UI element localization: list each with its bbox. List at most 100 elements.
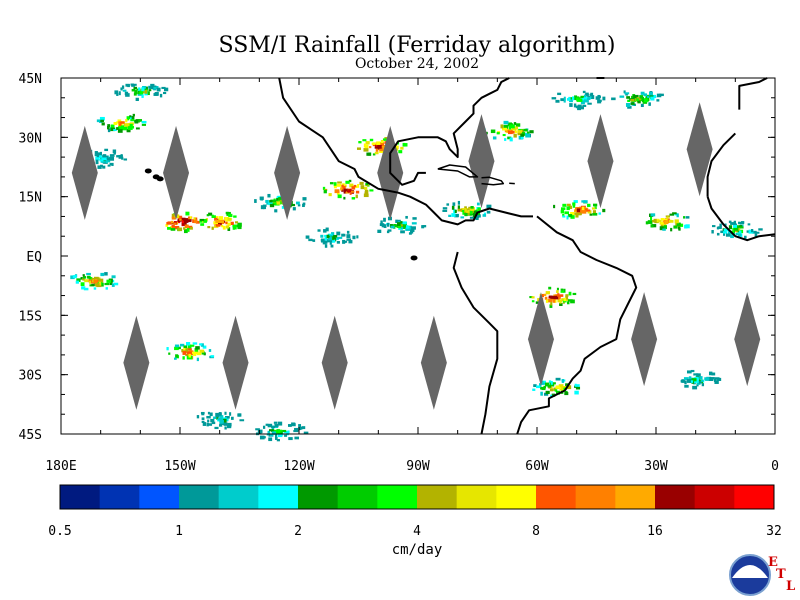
rain-area-19 [551, 90, 606, 111]
colorbar-cell-0 [60, 485, 101, 509]
colorbar-cell-16 [694, 485, 735, 509]
colorbar-cell-4 [218, 485, 259, 509]
rain-area-6 [96, 113, 147, 133]
colorbar-cell-17 [734, 485, 775, 509]
colorbar-tick-label-3: 4 [413, 524, 421, 539]
colorbar-cell-7 [337, 485, 378, 509]
rain-area-9 [645, 212, 690, 232]
colorbar-cell-14 [615, 485, 656, 509]
rain-area-8 [479, 120, 534, 142]
colorbar-tick-label-5: 16 [647, 524, 663, 539]
coastline-4 [706, 196, 776, 242]
rain-area-18 [196, 411, 245, 430]
small-island-3 [410, 255, 418, 261]
lat-label-2: 15N [19, 191, 42, 206]
coastline-3 [516, 215, 638, 435]
colorbar-cell-10 [456, 485, 497, 509]
island-1 [481, 176, 505, 186]
rain-area-7 [166, 342, 215, 362]
swath-gap-13 [734, 292, 761, 387]
rain-area-4 [529, 286, 577, 308]
map-frame [60, 77, 776, 442]
colorbar-tick-label-1: 1 [175, 524, 183, 539]
swath-gap-7 [123, 315, 150, 410]
lon-label-0: 180E [45, 459, 76, 474]
swath-gap-9 [321, 315, 348, 410]
colorbar-cell-12 [536, 485, 577, 509]
map-title: SSM/I Rainfall (Ferriday algorithm) [219, 33, 616, 58]
latitude-labels: 45N 30N 15N EQ 15S 30S 45S [19, 72, 43, 443]
colorbar-cell-9 [417, 485, 458, 509]
axis-ticks [60, 77, 776, 435]
colorbar: 0.5 1 2 4 8 16 32 cm/day [48, 484, 782, 558]
colorbar-tick-label-4: 8 [532, 524, 540, 539]
colorbar-cell-13 [575, 485, 616, 509]
rain-area-20 [680, 369, 722, 390]
swath-gap-5 [587, 114, 614, 209]
colorbar-tick-label-6: 32 [766, 524, 782, 539]
rain-area-11 [442, 200, 492, 221]
noaa-logo-text: NOAA [740, 569, 760, 576]
rain-area-3 [356, 137, 408, 156]
rain-area-17 [255, 421, 309, 442]
etl-letter-t: T [776, 567, 786, 582]
coastline-1 [389, 77, 510, 186]
map-subtitle: October 24, 2002 [355, 56, 479, 72]
small-island-1 [144, 168, 152, 174]
rain-layer [70, 83, 763, 442]
noaa-etl-logo: NOAA E T L [729, 554, 795, 596]
lon-label-3: 90W [406, 459, 430, 474]
lon-label-5: 30W [644, 459, 668, 474]
colorbar-unit-label: cm/day [392, 542, 443, 558]
etl-letter-l: L [786, 579, 795, 594]
rain-area-15 [711, 220, 763, 239]
longitude-labels: 180E 150W 120W 90W 60W 30W 0 [45, 459, 779, 474]
colorbar-cell-15 [655, 485, 696, 509]
rain-area-21 [77, 148, 128, 169]
colorbar-cell-11 [496, 485, 537, 509]
colorbar-cell-2 [139, 485, 180, 509]
swath-gap-0 [71, 125, 98, 220]
swath-gap-11 [527, 292, 554, 387]
lon-label-2: 120W [283, 459, 314, 474]
colorbar-cell-5 [258, 485, 299, 509]
rain-area-16 [114, 83, 169, 102]
rain-area-5 [553, 200, 606, 220]
coastlines [144, 77, 776, 435]
rain-area-22 [377, 215, 427, 235]
coastline-0 [278, 77, 533, 226]
coastline-2 [452, 251, 499, 435]
colorbar-cell-6 [298, 485, 339, 509]
lon-label-6: 0 [771, 459, 779, 474]
lon-label-4: 60W [525, 459, 549, 474]
lat-label-1: 30N [19, 131, 42, 146]
island-0 [437, 164, 479, 178]
swath-gap-10 [420, 315, 447, 410]
rain-area-23 [305, 227, 359, 248]
swath-gap-8 [222, 315, 249, 410]
coastline-6 [738, 77, 768, 110]
lat-label-6: 45S [19, 428, 42, 443]
rain-area-14 [611, 90, 664, 109]
rain-area-1 [199, 211, 242, 231]
small-island-2 [156, 176, 164, 182]
lat-label-4: 15S [19, 309, 42, 324]
rain-area-2 [322, 179, 374, 200]
colorbar-cell-8 [377, 485, 418, 509]
lat-label-5: 30S [19, 369, 42, 384]
swath-gap-2 [274, 125, 301, 220]
etl-letter-e: E [768, 555, 778, 570]
swath-gap-6 [686, 102, 713, 197]
swath-gap-1 [163, 125, 190, 220]
rain-area-12 [70, 272, 119, 291]
lon-label-1: 150W [164, 459, 195, 474]
swath-gap-12 [631, 292, 658, 387]
colorbar-tick-label-2: 2 [294, 524, 302, 539]
colorbar-cell-1 [99, 485, 140, 509]
lat-label-3: EQ [26, 250, 42, 265]
satellite-swath-gaps [71, 102, 761, 410]
colorbar-cell-3 [179, 485, 220, 509]
lat-label-0: 45N [19, 72, 42, 87]
colorbar-tick-label-0: 0.5 [48, 524, 71, 539]
